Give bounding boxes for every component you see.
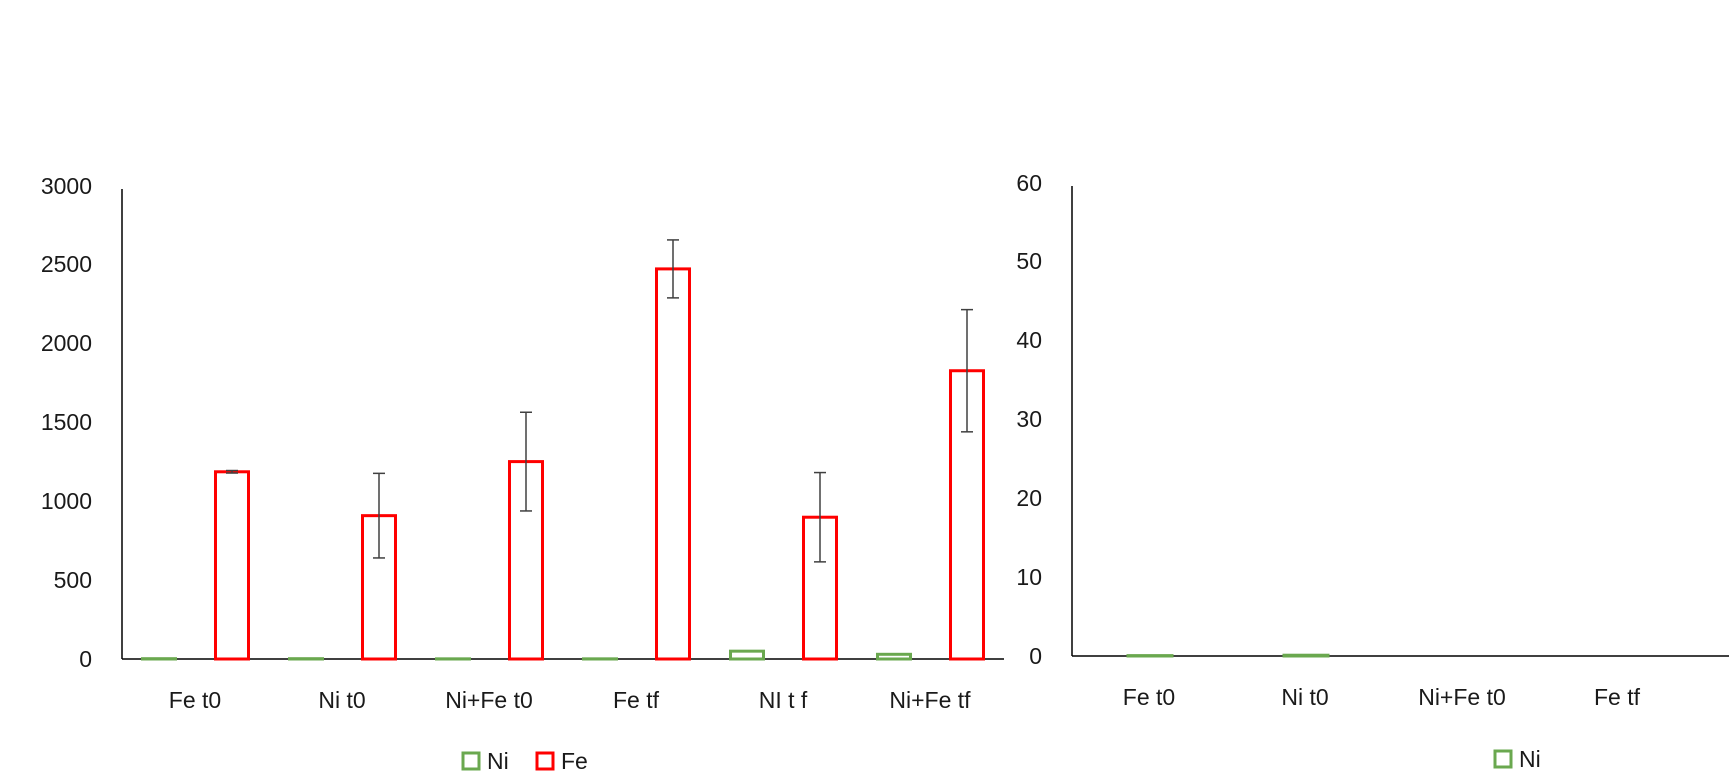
right-y-tick: 20 <box>1016 485 1042 511</box>
legend-label-ni: Ni <box>487 748 509 774</box>
right-legend: Ni <box>1493 746 1541 772</box>
legend-label-ni: Ni <box>1519 746 1541 772</box>
right-x-tick: Ni t0 <box>1281 684 1328 710</box>
bar-fe <box>655 267 691 661</box>
right-y-tick: 60 <box>1016 170 1042 196</box>
left-x-tick: Fe tf <box>613 687 660 713</box>
left-y-tick: 500 <box>54 567 92 593</box>
legend-label-fe: Fe <box>561 748 588 774</box>
bar-ni <box>729 649 765 661</box>
left-y-ticks: 0 500 1000 1500 2000 2500 3000 <box>41 173 92 672</box>
right-y-tick: 10 <box>1016 564 1042 590</box>
right-y-tick: 50 <box>1016 248 1042 274</box>
left-y-tick: 3000 <box>41 173 92 199</box>
right-y-ticks: 0 10 20 30 40 50 60 <box>1016 170 1042 669</box>
right-x-tick: Fe t0 <box>1123 684 1175 710</box>
right-y-tick: 40 <box>1016 327 1042 353</box>
left-y-tick: 0 <box>79 646 92 672</box>
right-x-tick: Fe tf <box>1594 684 1641 710</box>
right-bars <box>1126 653 1330 658</box>
legend-swatch-ni <box>461 751 481 771</box>
left-y-tick: 1500 <box>41 409 92 435</box>
chart-right: 0 10 20 30 40 50 60 Fe t0 Ni t0 Ni+Fe t0… <box>1016 170 1729 772</box>
bar-ni <box>876 652 912 661</box>
legend-swatch-ni <box>1493 749 1513 769</box>
left-x-tick: Ni+Fe tf <box>889 687 971 713</box>
left-x-tick: Ni+Fe t0 <box>445 687 533 713</box>
left-bars <box>141 239 985 661</box>
left-x-tick: Fe t0 <box>169 687 221 713</box>
left-legend: Ni Fe <box>461 748 588 774</box>
right-x-ticks: Fe t0 Ni t0 Ni+Fe t0 Fe tf <box>1123 684 1641 710</box>
chart-left: 0 500 1000 1500 2000 2500 3000 Fe t0 Ni … <box>41 173 1004 774</box>
left-x-tick: Ni t0 <box>318 687 365 713</box>
legend-swatch-fe <box>535 751 555 771</box>
bar-ni <box>1282 653 1330 658</box>
bar-fe <box>214 470 250 661</box>
left-x-tick: NI t f <box>759 687 808 713</box>
right-y-tick: 30 <box>1016 406 1042 432</box>
left-y-tick: 2000 <box>41 330 92 356</box>
bar-fe <box>802 515 838 661</box>
right-y-tick: 0 <box>1029 643 1042 669</box>
left-y-tick: 2500 <box>41 251 92 277</box>
left-y-tick: 1000 <box>41 488 92 514</box>
left-x-ticks: Fe t0 Ni t0 Ni+Fe t0 Fe tf NI t f Ni+Fe … <box>169 687 971 713</box>
right-x-tick: Ni+Fe t0 <box>1418 684 1506 710</box>
